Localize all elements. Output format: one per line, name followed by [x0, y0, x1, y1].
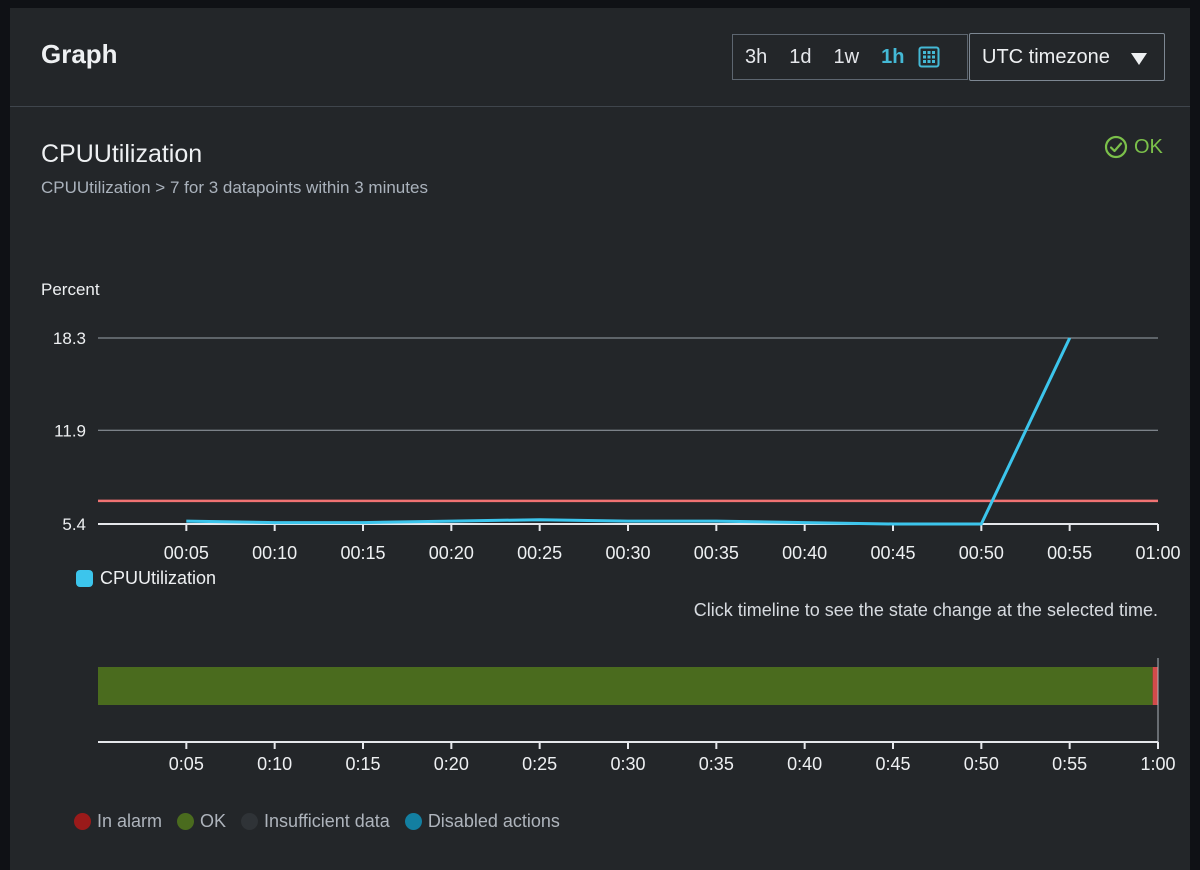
cpu-utilization-chart: 18.3 11.9 5.4 00:05 00:10 00:15 00:20 00:25 00:3… — [53, 329, 1181, 563]
y-tick-label: 5.4 — [62, 515, 86, 534]
time-range-selector: 3h 1d 1w 1h — [732, 34, 968, 80]
state-legend-label: OK — [200, 811, 227, 831]
graph-header: Graph 3h 1d 1w 1h — [10, 8, 1190, 107]
series-legend-item[interactable]: CPUUtilization — [76, 568, 216, 589]
insufficient-data-dot — [241, 813, 259, 830]
series-line-cpuutilization — [186, 337, 1072, 526]
x-tick-label: 00:15 — [340, 543, 385, 563]
x-tick-label: 00:40 — [782, 543, 827, 563]
x-tick-label: 00:55 — [1047, 543, 1092, 563]
chart-subtitle: CPUUtilization > 7 for 3 datapoints with… — [41, 178, 428, 197]
state-legend: In alarm OK Insufficient data Disabled a… — [74, 811, 575, 832]
timeline-tick-label: 0:30 — [610, 754, 645, 774]
timezone-value: UTC timezone — [982, 45, 1110, 68]
state-legend-in-alarm: In alarm — [74, 811, 162, 832]
range-1d-button[interactable]: 1d — [789, 45, 812, 68]
y-tick-label: 18.3 — [53, 329, 86, 348]
timeline-tick-label: 0:40 — [787, 754, 822, 774]
state-legend-disabled: Disabled actions — [404, 811, 560, 832]
in-alarm-dot — [74, 813, 91, 830]
x-tick-label: 00:30 — [605, 543, 650, 563]
chart-title: CPUUtilization — [41, 140, 203, 168]
x-tick-label: 01:00 — [1135, 543, 1180, 563]
timeline-tick-label: 0:20 — [434, 754, 469, 774]
graph-title: Graph — [41, 39, 118, 69]
timezone-select[interactable]: UTC timezone — [969, 33, 1165, 81]
state-timeline[interactable]: 0:05 0:10 0:15 0:20 0:25 0:30 0:35 0:40 0:45 0:50… — [10, 658, 1190, 788]
timeline-segment-ok — [98, 667, 1153, 705]
calendar-icon[interactable] — [918, 46, 940, 68]
timeline-tick-label: 0:10 — [257, 754, 292, 774]
x-tick-label: 00:20 — [429, 543, 474, 563]
timeline-tick-label: 0:15 — [345, 754, 380, 774]
state-legend-insufficient: Insufficient data — [241, 811, 390, 832]
x-tick-label: 00:50 — [959, 543, 1004, 563]
timeline-tick-label: 1:00 — [1140, 754, 1175, 774]
x-tick-label: 00:05 — [164, 543, 209, 563]
timeline-tick-label: 0:35 — [699, 754, 734, 774]
range-1h-button[interactable]: 1h — [881, 45, 905, 68]
state-legend-label: In alarm — [97, 811, 163, 831]
state-legend-label: Insufficient data — [264, 811, 390, 831]
alarm-status: OK — [1104, 135, 1163, 159]
status-label: OK — [1134, 135, 1163, 158]
disabled-actions-dot — [404, 813, 422, 830]
x-tick-label: 00:10 — [252, 543, 297, 563]
x-tick-label: 00:25 — [517, 543, 562, 563]
y-axis-label: Percent — [41, 280, 100, 299]
timeline-tick-label: 0:05 — [169, 754, 204, 774]
x-tick-label: 00:35 — [694, 543, 739, 563]
timeline-hint: Click timeline to see the state change a… — [693, 600, 1158, 620]
timeline-tick-label: 0:50 — [964, 754, 999, 774]
series-swatch — [76, 570, 93, 587]
timeline-tick-label: 0:25 — [522, 754, 557, 774]
graph-panel: Graph 3h 1d 1w 1h — [10, 8, 1190, 870]
timeline-segment-in-alarm — [1152, 667, 1158, 705]
timeline-tick-label: 0:45 — [875, 754, 910, 774]
state-legend-label: Disabled actions — [427, 811, 560, 831]
ok-dot — [177, 813, 195, 830]
range-3h-button[interactable]: 3h — [745, 45, 768, 68]
x-tick-label: 00:45 — [870, 543, 915, 563]
state-legend-ok: OK — [177, 811, 226, 832]
check-circle-icon — [1104, 135, 1128, 159]
timeline-tick-label: 0:55 — [1052, 754, 1087, 774]
y-tick-label: 11.9 — [54, 421, 86, 440]
series-legend-label: CPUUtilization — [100, 568, 217, 588]
caret-down-icon — [1130, 49, 1148, 72]
range-1w-button[interactable]: 1w — [833, 45, 860, 68]
